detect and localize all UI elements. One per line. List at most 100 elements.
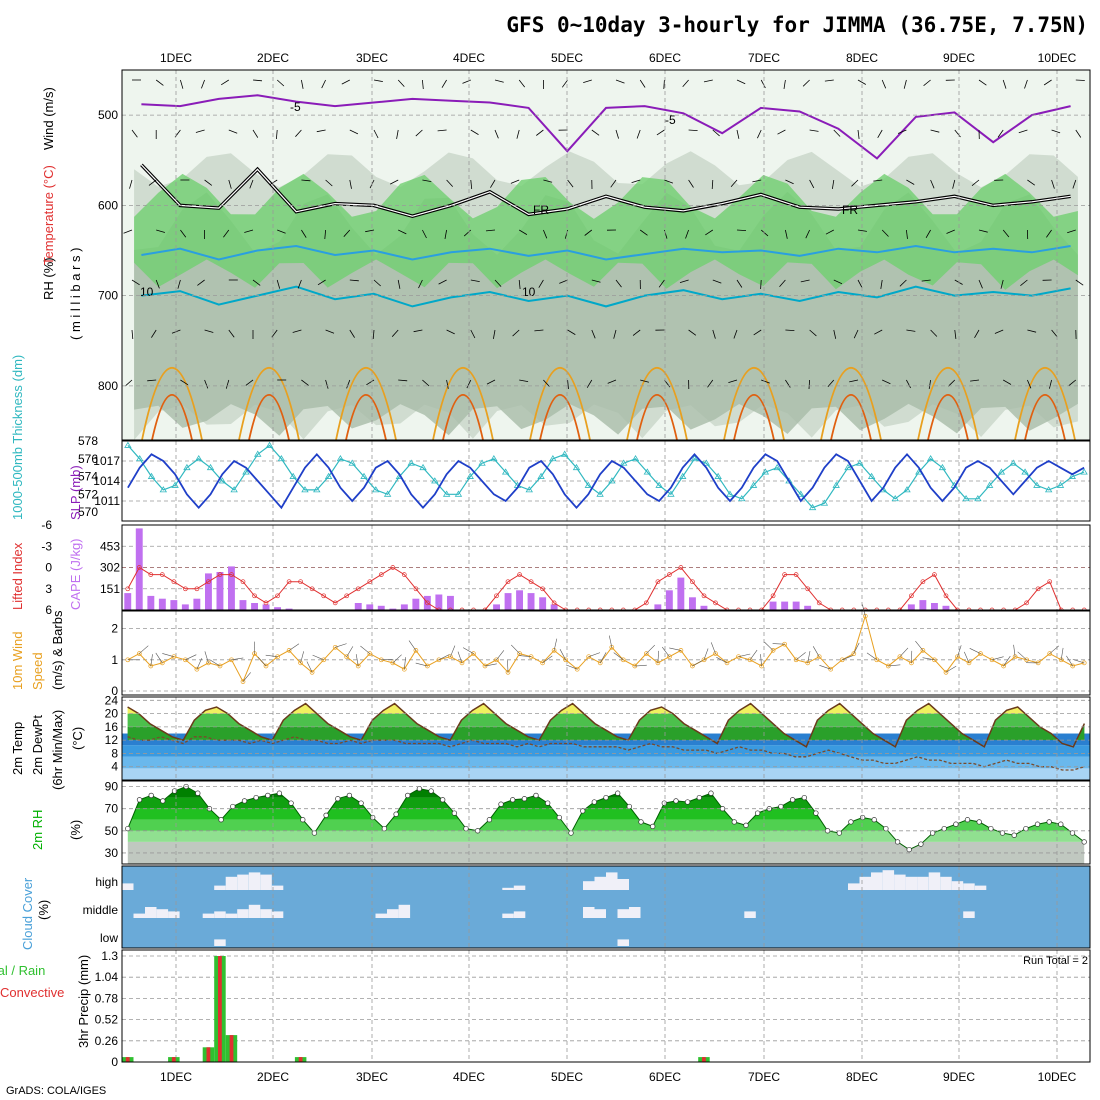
t2m-label: 2m Temp [10, 722, 25, 775]
wind-barb [228, 329, 235, 338]
wind10m-barb [346, 646, 354, 657]
rh2m-point [253, 794, 259, 801]
rh2m-point [1011, 832, 1017, 838]
thickness-point [348, 459, 356, 466]
isotherm-15-arch-1 [238, 367, 300, 441]
wind-barb [785, 329, 795, 331]
rh2m-point [778, 803, 784, 810]
wind-barb [422, 79, 424, 90]
wind10m-barb [812, 646, 820, 657]
wind10m-barb [553, 638, 558, 651]
isotherm-5-line [141, 244, 1071, 261]
wind-barb [349, 129, 359, 135]
wind-barb [615, 279, 622, 288]
t2m-ytick-16: 16 [105, 720, 119, 734]
wind-barb [397, 79, 405, 87]
wind10m-barb [613, 652, 624, 661]
wind-barb [228, 179, 232, 189]
pressure-time-panel: -5 -5 10 10 FR FR 500 600 700 800 [98, 69, 1091, 441]
wind-barb [639, 79, 646, 88]
isotherm-10-line [141, 285, 1071, 308]
top-date-6dec: 6DEC [649, 51, 681, 65]
wind-barb [899, 279, 907, 287]
wind-barb [325, 379, 329, 389]
wind10m-point [298, 660, 303, 666]
wind10m-barb [139, 645, 149, 654]
wind-barb [880, 279, 883, 289]
wind-barb [881, 229, 889, 237]
wind10m-point [724, 660, 730, 666]
wind-barb [833, 279, 843, 285]
wind-barb [415, 129, 423, 137]
thickness-point [572, 463, 581, 471]
wind-barb [712, 129, 720, 137]
wind10m-point [643, 651, 649, 656]
thickness-point [242, 468, 250, 475]
wind10m-point [563, 657, 569, 663]
lifted-point [159, 572, 165, 577]
cloud-middle-bar [583, 907, 595, 918]
wind-barb [510, 179, 520, 184]
wind-barb [1067, 229, 1076, 234]
wind-barb [277, 229, 286, 234]
wind-barb [177, 279, 181, 289]
wind10m-point [194, 666, 200, 672]
wind-barb [970, 379, 980, 382]
wind-barb [543, 379, 550, 387]
wind10m-barb [559, 649, 566, 660]
wind-barb [954, 129, 961, 138]
lifted-point [655, 579, 661, 585]
lifted-point [125, 586, 131, 592]
cloud-low-bar [214, 939, 226, 946]
lifted-point [194, 586, 200, 592]
rh2m-point [195, 790, 201, 796]
wind-barb [930, 329, 938, 337]
wind10m-point [321, 657, 327, 663]
cloud-middle-bar [237, 909, 249, 918]
cape-bar [377, 605, 385, 610]
section-ytick-600: 600 [98, 198, 118, 212]
wind-barb [349, 329, 355, 338]
rh2m-point [463, 825, 469, 832]
thickness-ytick-570: 570 [78, 505, 98, 519]
wind-barb [679, 279, 689, 283]
cloud-high-bar [963, 883, 975, 890]
credit-text: GrADS: COLA/IGES [6, 1085, 106, 1097]
thickness-point [183, 463, 191, 471]
lifted-point [517, 572, 522, 577]
cape-bar [228, 566, 235, 610]
wind-barb [736, 129, 740, 139]
wind10m-point [183, 657, 188, 663]
thickness-point [844, 463, 852, 471]
wind-barb [349, 179, 352, 189]
wind-barb [615, 79, 625, 84]
wind10m-barb [716, 657, 728, 664]
wind-barb [397, 279, 401, 289]
wind-barb [325, 329, 335, 334]
wind-barb [760, 229, 769, 237]
wind-barb [1075, 129, 1082, 138]
wind10m-point [713, 651, 718, 656]
wind-barb [636, 129, 641, 139]
wind-barb [978, 79, 987, 86]
lifted-point [505, 579, 511, 585]
cape-bar [181, 604, 189, 610]
wind-barb [733, 329, 738, 339]
lifted-point [770, 593, 776, 599]
wind-barb [640, 379, 650, 383]
left-labels: RH (%) Temperature (°C) Wind (m/s) ( m i… [0, 87, 91, 1048]
wind-barb [249, 179, 254, 189]
thickness-point [820, 499, 829, 506]
wind10m-point [897, 654, 903, 660]
wind-barb [123, 229, 133, 234]
wind-barb [398, 229, 407, 235]
cloud-high-bar [225, 876, 238, 890]
wind-barb [703, 79, 713, 83]
wind-barb [584, 229, 593, 236]
cape-bar [435, 594, 443, 610]
cape-bar [769, 601, 777, 610]
rh2m-point [370, 814, 376, 821]
wind-barb [567, 329, 576, 335]
wind10m-barb [703, 648, 709, 660]
wind-barb [664, 179, 674, 184]
